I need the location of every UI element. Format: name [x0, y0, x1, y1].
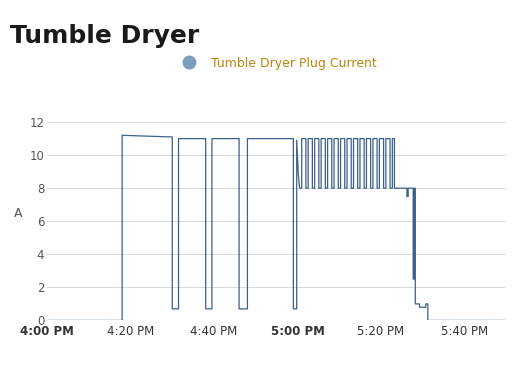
Text: Tumble Dryer: Tumble Dryer: [10, 24, 199, 48]
Y-axis label: A: A: [14, 207, 22, 219]
Legend: Tumble Dryer Plug Current: Tumble Dryer Plug Current: [171, 52, 382, 75]
